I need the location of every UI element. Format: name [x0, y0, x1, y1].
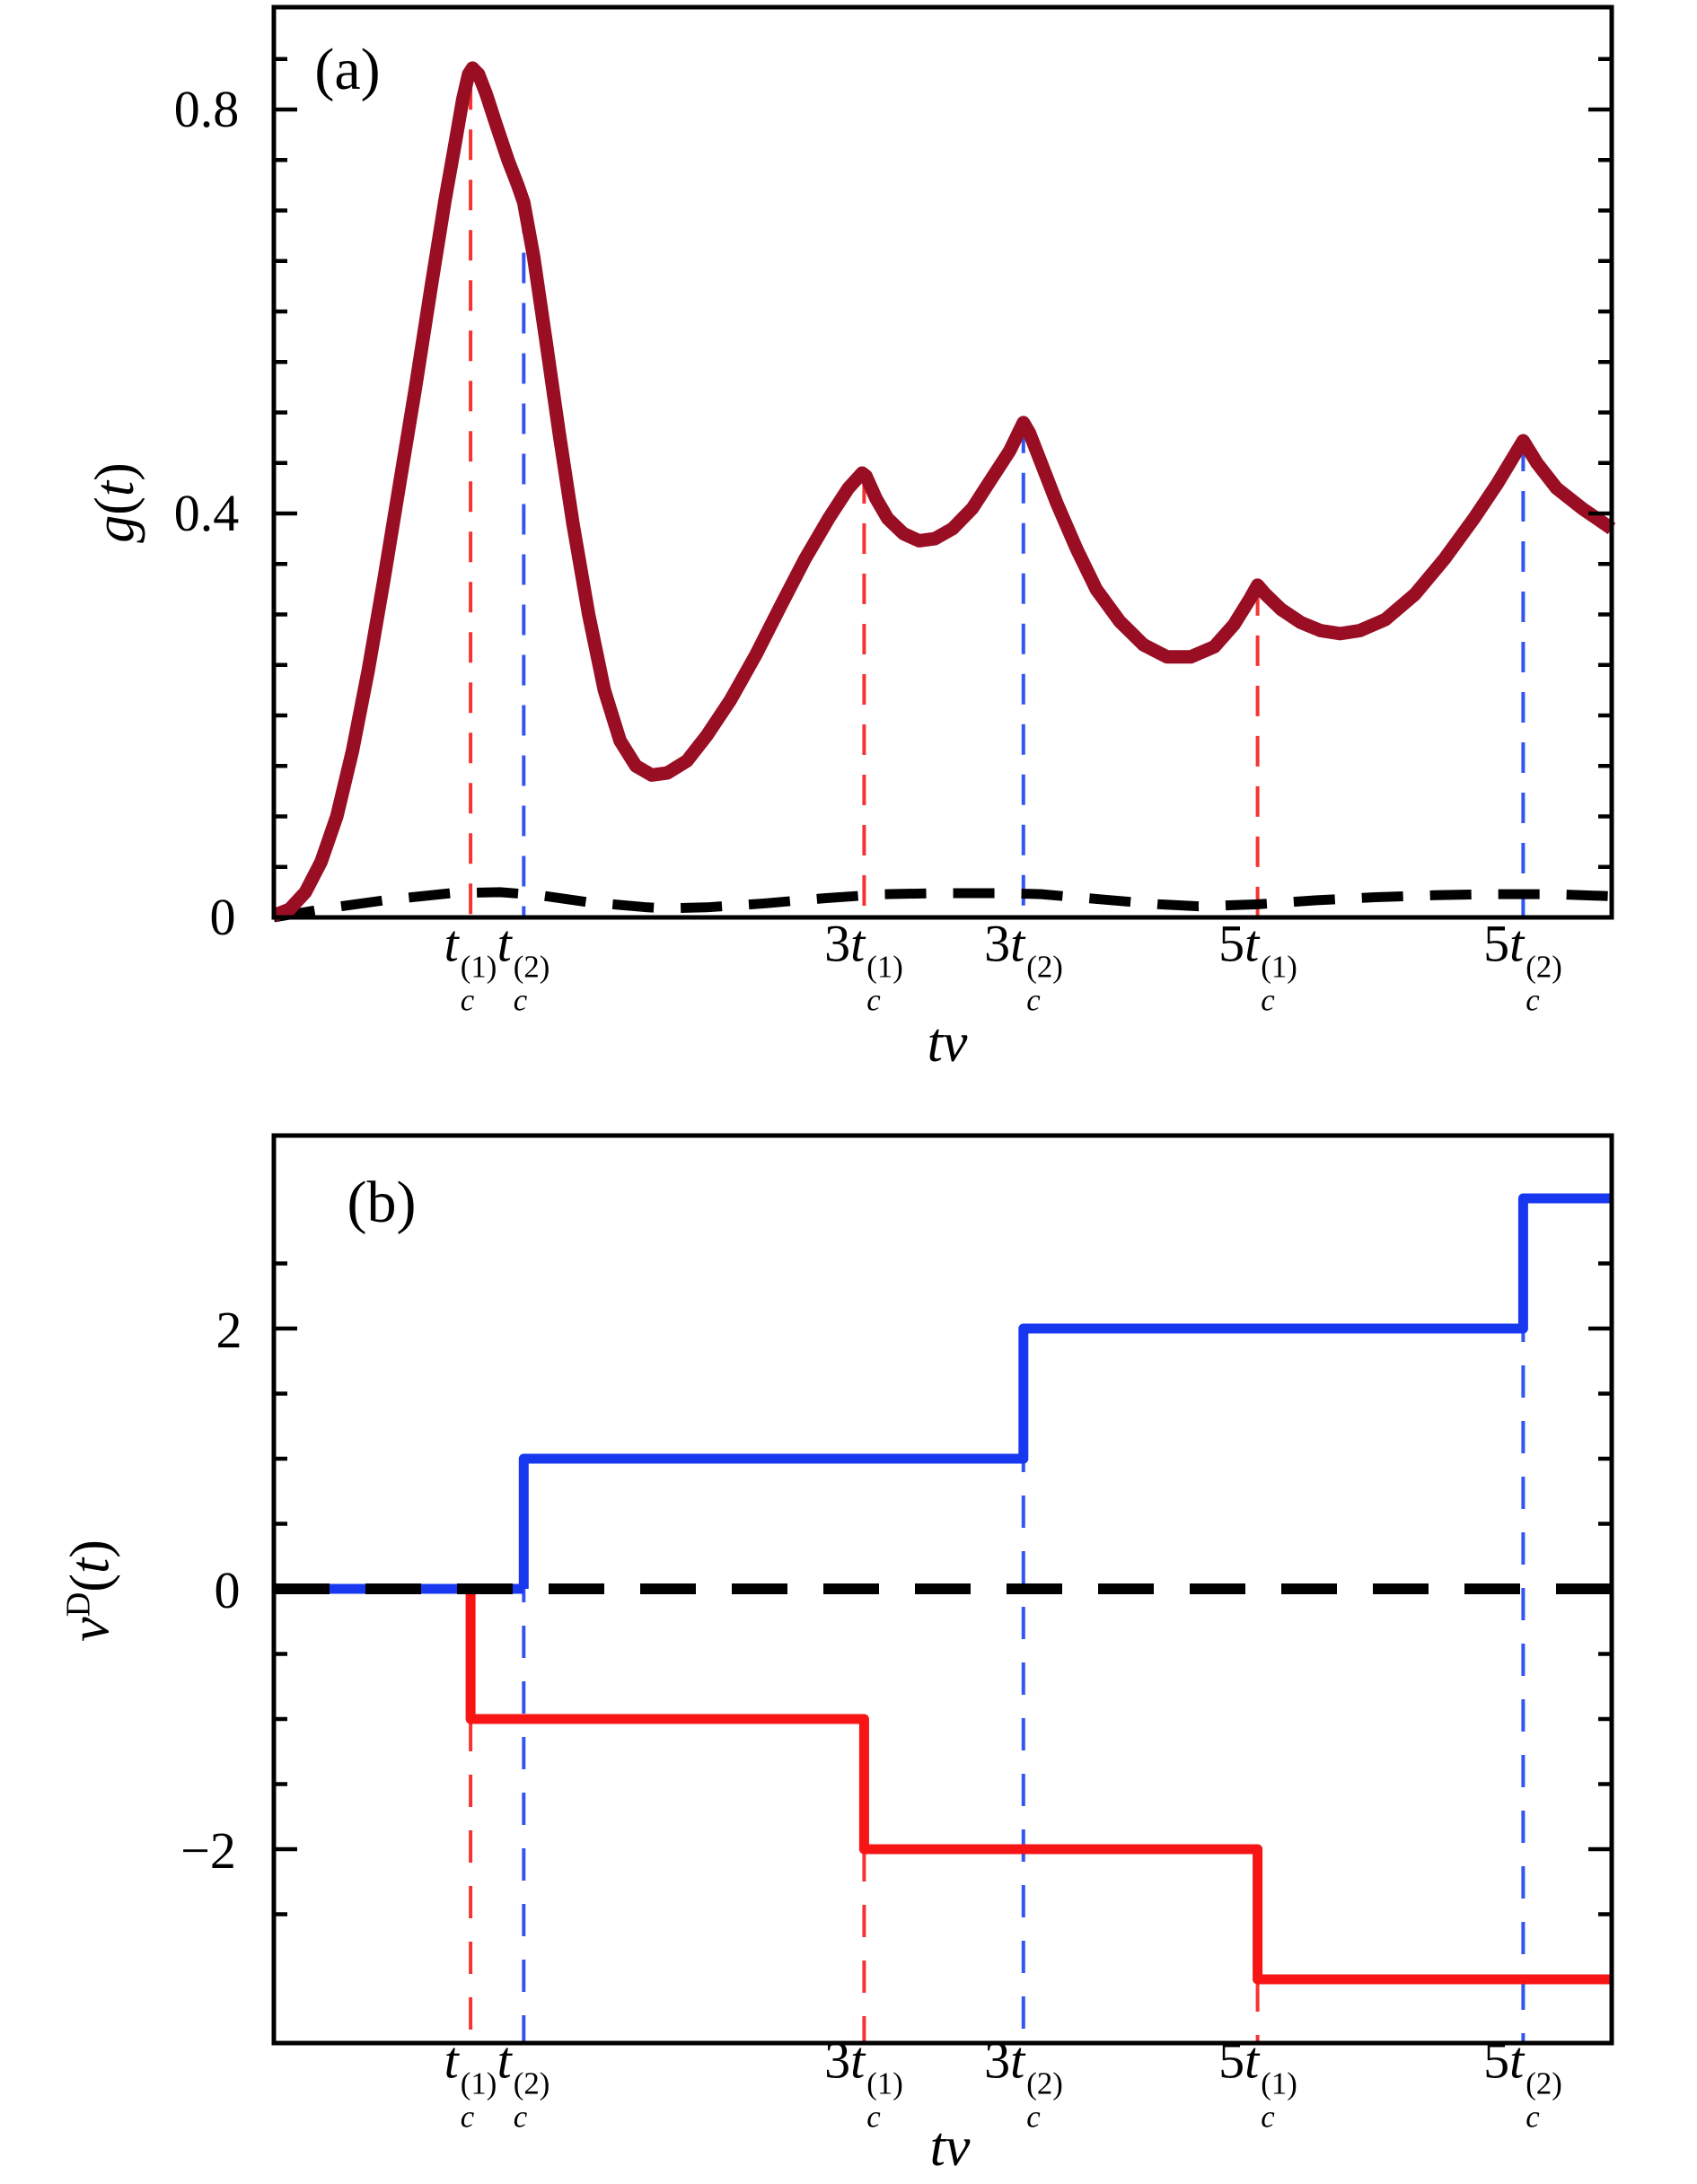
- variable: t: [1244, 2031, 1260, 2090]
- coef: 5: [1483, 2031, 1510, 2090]
- superscript: (1): [1261, 2066, 1297, 2101]
- superscript: (2): [513, 2066, 550, 2101]
- g-symbol: g: [84, 514, 145, 543]
- coef: 5: [1218, 2031, 1245, 2090]
- subscript: c: [1526, 982, 1540, 1018]
- superscript: (1): [1261, 949, 1297, 985]
- coef: 5: [1218, 914, 1245, 973]
- variable: t: [444, 914, 459, 973]
- variable: t: [850, 2031, 866, 2090]
- sub-sup: (1) c: [1261, 2066, 1297, 2135]
- y-ticks-a: [276, 57, 1610, 870]
- sub-sup: (1) c: [866, 2066, 903, 2135]
- coef: 5: [1483, 914, 1510, 973]
- subscript: c: [460, 982, 475, 1018]
- subscript: c: [1026, 2099, 1041, 2135]
- superscript: (2): [1526, 949, 1562, 985]
- superscript: (1): [866, 2066, 903, 2101]
- sub-sup: (1) c: [866, 949, 903, 1018]
- superscript: (2): [1526, 2066, 1562, 2101]
- sub-sup: (2) c: [1526, 2066, 1562, 2135]
- coef: 3: [984, 914, 1011, 973]
- variable: t: [1509, 2031, 1525, 2090]
- sub-sup: (2) c: [513, 949, 550, 1018]
- superscript: (1): [460, 2066, 497, 2101]
- reference-rate-function: [273, 887, 1613, 923]
- subscript: c: [866, 2099, 881, 2135]
- x-tick-label-b-1: t (2) c: [497, 2034, 550, 2135]
- superscript: (2): [1026, 2066, 1063, 2101]
- x-tick-label-b-2: 3t (1) c: [824, 2034, 903, 2135]
- rate-function: [271, 61, 1616, 922]
- x-tick-label-a-5: 5t (2) c: [1483, 914, 1562, 1018]
- sub-sup: (2) c: [1026, 2066, 1063, 2135]
- subscript: c: [1526, 2099, 1540, 2135]
- superscript: (2): [1026, 949, 1063, 985]
- y-axis-label-a: g(t): [84, 462, 145, 543]
- sub-sup: (2) c: [1026, 949, 1063, 1018]
- coef: 3: [984, 2031, 1011, 2090]
- y-tick-label-a-0.8: 0.8: [173, 80, 240, 138]
- y-tick-label-b-neg2: −2: [180, 1821, 236, 1880]
- x-tick-label-a-0: t (1) c: [444, 914, 497, 1018]
- variable: t: [1244, 914, 1260, 973]
- subscript: c: [1026, 982, 1041, 1018]
- coef: 3: [824, 2031, 851, 2090]
- coef: 3: [824, 914, 851, 973]
- x-tick-label-a-2: 3t (1) c: [824, 914, 903, 1018]
- y-tick-label-a-0: 0: [209, 888, 236, 946]
- superscript: (1): [460, 949, 497, 985]
- y-ticks-b: [276, 1261, 1610, 1916]
- sub-sup: (2) c: [513, 2066, 550, 2135]
- panel-a-label: (a): [314, 37, 381, 102]
- x-tick-label-a-4: 5t (1) c: [1218, 914, 1297, 1018]
- sub-sup: (1) c: [460, 949, 497, 1018]
- x-tick-label-b-5: 5t (2) c: [1483, 2034, 1562, 2135]
- subscript: c: [460, 2099, 475, 2135]
- y-tick-label-b-2: 2: [215, 1301, 242, 1359]
- variable: t: [497, 2031, 512, 2090]
- x-tick-label-a-3: 3t (2) c: [984, 914, 1063, 1018]
- sub-sup: (1) c: [460, 2066, 497, 2135]
- winding-number-red: [274, 1583, 1612, 1985]
- variable: t: [1010, 914, 1025, 973]
- subscript: c: [1261, 982, 1275, 1018]
- x-tick-label-b-0: t (1) c: [444, 2034, 497, 2135]
- variable: t: [1010, 2031, 1025, 2090]
- winding-number-blue: [518, 1193, 1612, 1589]
- y-tick-label-b-0: 0: [214, 1561, 241, 1619]
- variable: t: [497, 914, 512, 973]
- panel-a-frame: [271, 4, 1614, 920]
- nu-symbol: ν: [59, 1617, 121, 1642]
- x-axis-label-a: tv: [927, 1013, 968, 1074]
- x-tick-label-a-1: t (2) c: [497, 914, 550, 1018]
- variable: t: [1509, 914, 1525, 973]
- x-axis-label-b: tv: [929, 2117, 971, 2178]
- y-tick-label-a-0.4: 0.4: [173, 484, 240, 542]
- superscript: (2): [513, 949, 550, 985]
- y-axis-label-b: νD(t): [59, 1539, 121, 1642]
- sub-sup: (1) c: [1261, 949, 1297, 1018]
- subscript: c: [866, 982, 881, 1018]
- x-tick-label-b-3: 3t (2) c: [984, 2034, 1063, 2135]
- subscript: c: [513, 982, 528, 1018]
- variable: t: [850, 914, 866, 973]
- subscript: c: [513, 2099, 528, 2135]
- panel-b-frame: [271, 1133, 1614, 2046]
- superscript: (1): [866, 949, 903, 985]
- panel-b-label: (b): [347, 1170, 417, 1235]
- subscript: c: [1261, 2099, 1275, 2135]
- sub-sup: (2) c: [1526, 949, 1562, 1018]
- x-tick-label-b-4: 5t (1) c: [1218, 2034, 1297, 2135]
- variable: t: [444, 2031, 459, 2090]
